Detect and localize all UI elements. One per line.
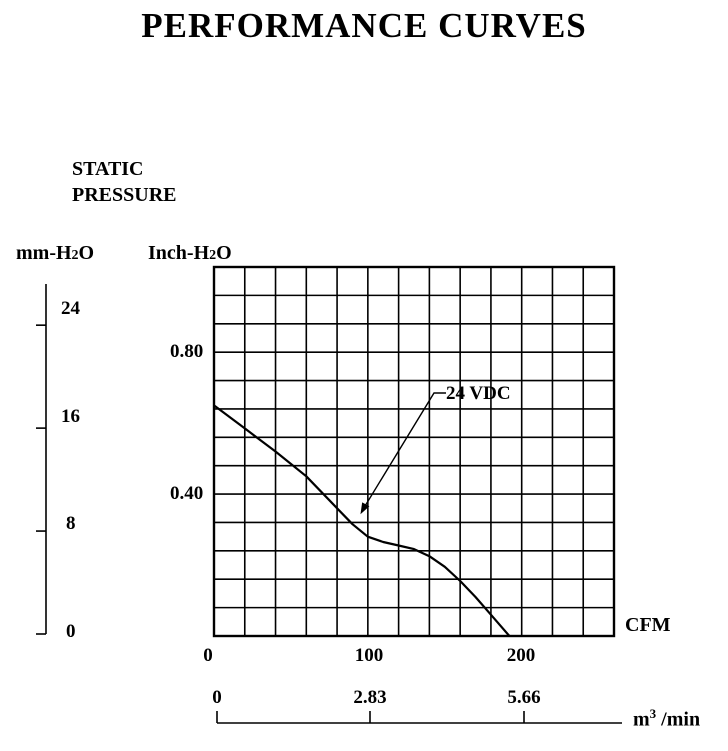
m3-axis-label-end: /min	[656, 708, 701, 731]
cfm-tick-label-0: 0	[203, 645, 213, 666]
m3-tick-label-283: 2.83	[353, 687, 387, 708]
mm-tick-label-24: 24	[61, 298, 80, 319]
inch-h2o-axis-label-subscript: 2	[209, 248, 217, 263]
page-title: PERFORMANCE CURVES	[141, 6, 587, 45]
m3-axis-label-main: m	[633, 708, 650, 731]
series-line-24vdc	[213, 404, 511, 637]
inch-tick-label-040: 0.40	[170, 483, 204, 504]
annotation-label-24vdc: 24 VDC	[446, 383, 511, 404]
mm-tick-label-16: 16	[61, 406, 80, 427]
mm-tick-label-0: 0	[66, 621, 76, 642]
mm-h2o-axis-label: mm-H2O	[16, 242, 94, 265]
cfm-tick-label-100: 100	[354, 645, 384, 666]
annotation-leader-line	[361, 392, 446, 511]
m3-axis-label-superscript: 3	[649, 706, 657, 721]
m3-tick-label-0: 0	[212, 687, 222, 708]
inch-h2o-axis-label-end: O	[216, 242, 232, 264]
mm-h2o-axis-label-end: O	[78, 242, 95, 264]
mm-tick-label-8: 8	[66, 513, 76, 534]
cfm-axis-label: CFM	[625, 614, 671, 636]
cfm-tick-label-200: 200	[506, 645, 536, 666]
inch-h2o-axis-label-main: Inch-H	[148, 242, 210, 264]
m3-tick-label-566: 5.66	[507, 687, 541, 708]
static-pressure-label-line-1: STATIC	[72, 158, 144, 180]
plot-frame	[212, 265, 616, 638]
mm-h2o-axis-label-subscript: 2	[71, 248, 79, 263]
annotation-arrowhead	[360, 502, 370, 515]
inch-h2o-axis-label: Inch-H2O	[148, 242, 232, 265]
inch-tick-label-080: 0.80	[170, 341, 204, 362]
m3-per-min-axis-label: m3 /min	[633, 706, 700, 732]
mm-h2o-axis-label-main: mm-H	[16, 242, 72, 264]
static-pressure-label-line-2: PRESSURE	[72, 184, 177, 206]
